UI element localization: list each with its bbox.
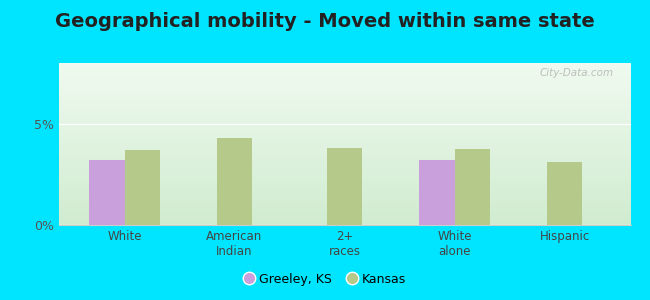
Legend: Greeley, KS, Kansas: Greeley, KS, Kansas: [239, 268, 411, 291]
Bar: [217, 138, 252, 225]
Bar: [454, 149, 489, 225]
Bar: [547, 162, 582, 225]
Text: Geographical mobility - Moved within same state: Geographical mobility - Moved within sam…: [55, 12, 595, 31]
Text: City-Data.com: City-Data.com: [540, 68, 614, 78]
Bar: [125, 150, 160, 225]
Bar: [327, 148, 362, 225]
Bar: [89, 160, 125, 225]
Bar: [419, 160, 454, 225]
